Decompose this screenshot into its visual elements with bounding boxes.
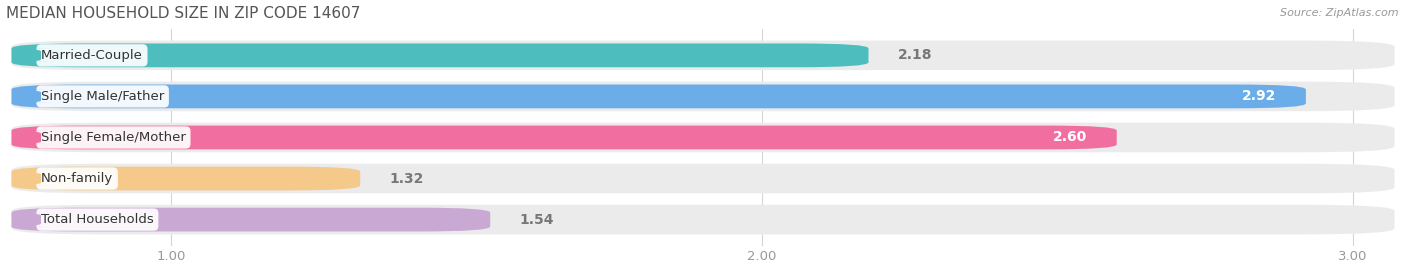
FancyBboxPatch shape bbox=[6, 49, 49, 62]
Text: Married-Couple: Married-Couple bbox=[41, 49, 143, 62]
FancyBboxPatch shape bbox=[11, 41, 1395, 70]
FancyBboxPatch shape bbox=[11, 164, 1395, 193]
Text: 2.18: 2.18 bbox=[898, 48, 932, 62]
FancyBboxPatch shape bbox=[11, 84, 1306, 108]
FancyBboxPatch shape bbox=[11, 123, 1395, 152]
Text: MEDIAN HOUSEHOLD SIZE IN ZIP CODE 14607: MEDIAN HOUSEHOLD SIZE IN ZIP CODE 14607 bbox=[6, 6, 360, 20]
Text: 2.60: 2.60 bbox=[1053, 130, 1087, 144]
FancyBboxPatch shape bbox=[11, 205, 1395, 234]
Text: Total Households: Total Households bbox=[41, 213, 153, 226]
Text: Single Male/Father: Single Male/Father bbox=[41, 90, 165, 103]
Text: 1.54: 1.54 bbox=[520, 213, 554, 226]
FancyBboxPatch shape bbox=[11, 167, 360, 190]
FancyBboxPatch shape bbox=[6, 90, 49, 103]
FancyBboxPatch shape bbox=[11, 44, 869, 67]
FancyBboxPatch shape bbox=[11, 82, 1395, 111]
FancyBboxPatch shape bbox=[11, 208, 491, 232]
Text: 2.92: 2.92 bbox=[1241, 89, 1277, 103]
FancyBboxPatch shape bbox=[6, 131, 49, 144]
Text: Non-family: Non-family bbox=[41, 172, 114, 185]
Text: 1.32: 1.32 bbox=[389, 172, 425, 186]
Text: Single Female/Mother: Single Female/Mother bbox=[41, 131, 186, 144]
FancyBboxPatch shape bbox=[6, 172, 49, 185]
FancyBboxPatch shape bbox=[11, 126, 1116, 149]
Text: Source: ZipAtlas.com: Source: ZipAtlas.com bbox=[1281, 8, 1399, 18]
FancyBboxPatch shape bbox=[6, 213, 49, 226]
